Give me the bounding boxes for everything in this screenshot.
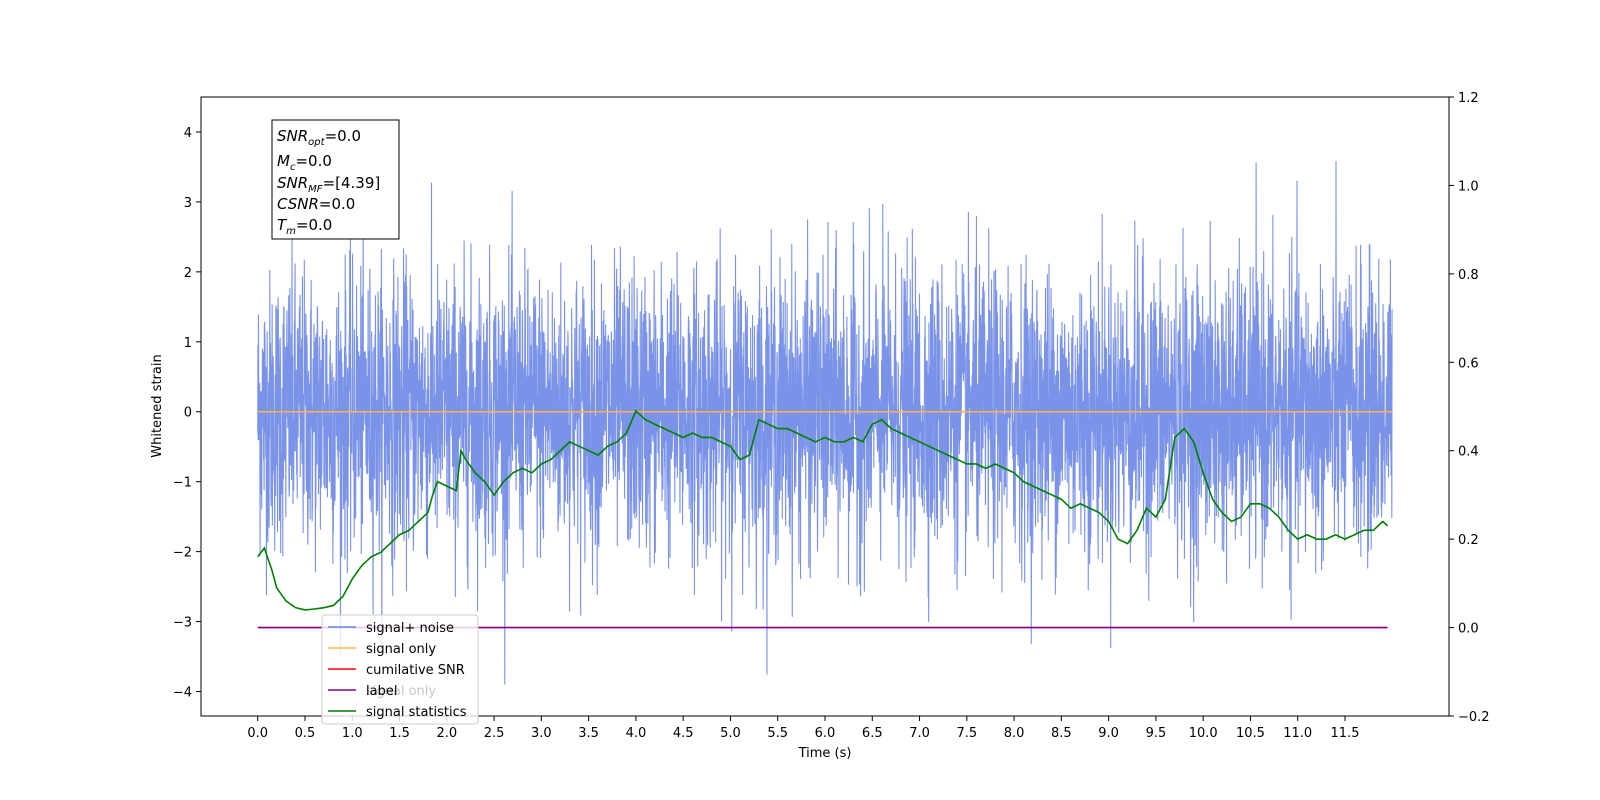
plot-area bbox=[257, 161, 1393, 685]
x-axis-ticks: 0.0 0.5 1.0 1.5 2.0 2.5 3.0 3.5 4.0 4.5 5.0 5.5 6.0 6… bbox=[247, 716, 1359, 741]
legend-ghost-label: signal only bbox=[366, 684, 436, 699]
y2-tick-label: 0.6 bbox=[1458, 356, 1479, 371]
y-tick-label: −2 bbox=[173, 546, 192, 561]
y-tick-label: 1 bbox=[184, 336, 192, 351]
info-line: SNRopt=0.0 bbox=[277, 127, 361, 148]
x-tick-label: 1.5 bbox=[389, 726, 410, 741]
legend-frame bbox=[321, 614, 479, 725]
x-tick-label: 9.0 bbox=[1098, 726, 1119, 741]
x-tick-label: 9.5 bbox=[1146, 726, 1167, 741]
legend-label: label bbox=[366, 684, 397, 699]
legend-label: signal+ noise bbox=[366, 621, 454, 636]
x-tick-label: 1.0 bbox=[342, 726, 363, 741]
x-tick-label: 0.0 bbox=[247, 726, 268, 741]
x-tick-label: 10.5 bbox=[1236, 726, 1265, 741]
info-line: Tm=0.0 bbox=[277, 216, 332, 237]
y2-tick-label: 0.4 bbox=[1458, 445, 1479, 460]
y2-tick-label: 1.0 bbox=[1458, 179, 1479, 194]
x-tick-label: 3.0 bbox=[531, 726, 552, 741]
y2-tick-label: 0.8 bbox=[1458, 268, 1479, 283]
x-tick-label: 3.5 bbox=[578, 726, 599, 741]
x-axis-label: Time (s) bbox=[798, 746, 852, 761]
y-tick-label: 0 bbox=[184, 406, 192, 421]
legend-label: cumilative SNR bbox=[366, 663, 465, 678]
legend: signal+ noise signal only cumilative SNR si… bbox=[321, 614, 479, 725]
legend-label: signal only bbox=[366, 642, 436, 657]
y-axis-ticks: −4 −3 −2 −1 0 1 2 3 4 bbox=[173, 126, 201, 701]
x-tick-label: 11.5 bbox=[1331, 726, 1360, 741]
x-tick-label: 4.0 bbox=[626, 726, 647, 741]
x-tick-label: 10.0 bbox=[1189, 726, 1218, 741]
y2-tick-label: 0.2 bbox=[1458, 533, 1479, 548]
x-tick-label: 2.5 bbox=[484, 726, 505, 741]
x-tick-label: 11.0 bbox=[1283, 726, 1312, 741]
y-tick-label: 2 bbox=[184, 266, 192, 281]
info-line: SNRMF=[4.39] bbox=[277, 174, 380, 195]
x-tick-label: 2.0 bbox=[436, 726, 457, 741]
x-tick-label: 8.5 bbox=[1051, 726, 1072, 741]
x-tick-label: 6.0 bbox=[815, 726, 836, 741]
x-tick-label: 5.5 bbox=[767, 726, 788, 741]
x-tick-label: 4.5 bbox=[673, 726, 694, 741]
series-line-signal-noise bbox=[257, 161, 1393, 685]
y2-tick-label: 1.2 bbox=[1458, 91, 1479, 106]
y-tick-label: 4 bbox=[184, 126, 192, 141]
y-tick-label: −3 bbox=[173, 616, 192, 631]
y-tick-label: 3 bbox=[184, 196, 192, 211]
x-tick-label: 7.5 bbox=[956, 726, 977, 741]
y2-axis-ticks: −0.2 0.0 0.2 0.4 0.6 0.8 1.0 1.2 bbox=[1449, 91, 1490, 725]
x-tick-label: 8.0 bbox=[1004, 726, 1025, 741]
info-line: Mc=0.0 bbox=[277, 152, 332, 173]
y-tick-label: −1 bbox=[173, 476, 192, 491]
legend-label: signal statistics bbox=[366, 705, 467, 720]
y2-tick-label: −0.2 bbox=[1458, 710, 1490, 725]
x-tick-label: 0.5 bbox=[295, 726, 316, 741]
info-line: CSNR=0.0 bbox=[277, 195, 355, 213]
y-tick-label: −4 bbox=[173, 686, 192, 701]
x-tick-label: 5.0 bbox=[720, 726, 741, 741]
info-box-frame bbox=[271, 119, 400, 240]
x-tick-label: 7.0 bbox=[909, 726, 930, 741]
series-line-signal-statistics bbox=[257, 409, 1389, 611]
x-tick-label: 6.5 bbox=[862, 726, 883, 741]
y-axis-label: Whitened strain bbox=[150, 354, 165, 457]
y2-tick-label: 0.0 bbox=[1458, 622, 1479, 637]
